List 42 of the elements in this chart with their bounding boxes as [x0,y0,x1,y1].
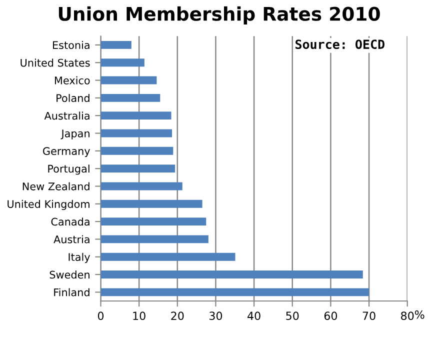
y-tick-label: Italy [68,252,90,263]
y-tick-label: Portugal [48,164,90,175]
bar [100,58,144,67]
x-tick-label: 50 [286,312,299,320]
bar [100,164,176,173]
bar [100,270,363,278]
y-tick-label: Mexico [54,76,90,84]
y-tick-label: Estonia [53,40,90,50]
y-tick-label: Poland [56,94,90,102]
y-tick-label: United States [20,58,90,67]
bar [100,218,206,226]
bar [100,76,157,84]
bar [100,94,160,102]
x-tick-label: 0 [98,312,104,320]
x-tick-label: 80 [401,312,414,320]
x-tick-label: 30 [209,312,222,320]
y-tick-label: United Kingdom [8,200,90,210]
y-tick-label: New Zealand [22,182,90,190]
x-tick-label: 20 [171,312,184,320]
y-tick-label: Austria [54,235,90,244]
bar [100,288,370,296]
bar [100,235,208,244]
x-tick-label: 60 [324,312,338,320]
x-tick-label: 10 [133,312,146,320]
y-tick-label: Germany [43,147,90,158]
x-tick-label: 40 [248,312,260,320]
bar [100,252,236,261]
bar [100,40,132,49]
x-axis-title: % [414,310,424,319]
x-tick-label: 70 [362,312,376,320]
y-tick-label: Australia [44,112,90,120]
y-tick-label: Finland [54,288,90,296]
bar [100,112,172,120]
bar [100,129,172,138]
bar [100,146,174,155]
y-tick-label: Sweden [50,270,90,279]
y-tick-label: Japan [60,130,90,140]
chart-title: Union Membership Rates 2010 [58,6,380,25]
y-tick-label: Canada [51,218,90,226]
bar [100,200,202,208]
bar [100,182,182,190]
annotation: Source: OECD [296,40,384,50]
